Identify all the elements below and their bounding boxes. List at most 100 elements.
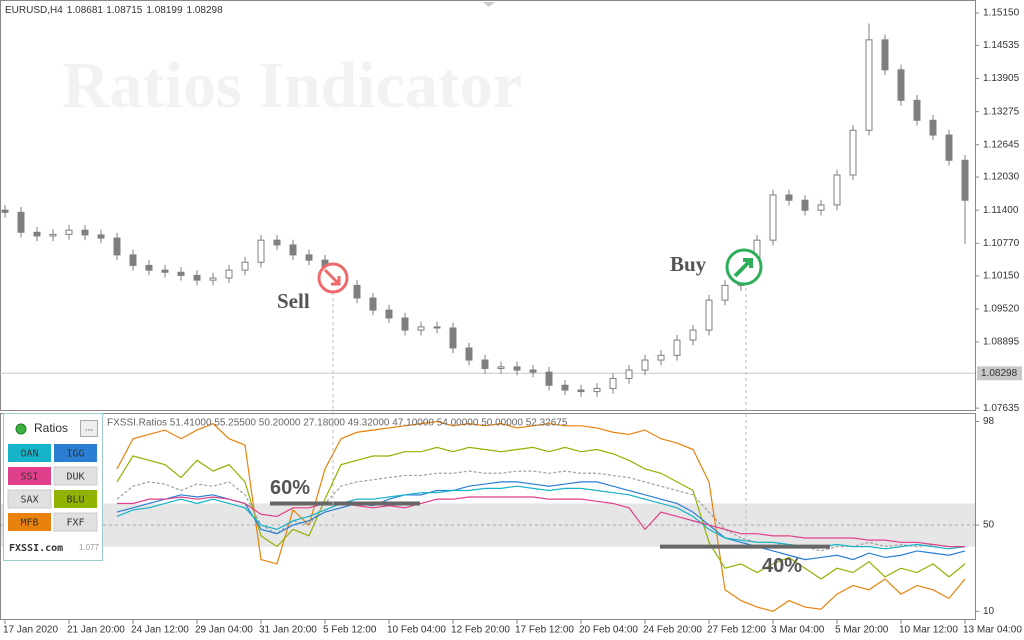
candle-body bbox=[369, 297, 377, 311]
candle-body bbox=[449, 327, 457, 349]
candle-body bbox=[273, 239, 281, 246]
watermark: Ratios Indicator bbox=[62, 49, 522, 122]
x-tick-label: 17 Feb 12:00 bbox=[515, 625, 574, 636]
indicator-pane bbox=[0, 413, 976, 620]
candle-body bbox=[769, 194, 777, 241]
ratios-panel: Ratios ... FXSSI.com 1.077 OAN IGG SSI DUK S… bbox=[3, 413, 103, 561]
candle-body bbox=[913, 99, 921, 121]
source-label: BLU bbox=[66, 495, 84, 506]
buy-icon bbox=[725, 248, 763, 286]
current-price-tag bbox=[977, 366, 1022, 381]
candle-body bbox=[721, 284, 729, 301]
y-tick-label: 1.07635 bbox=[983, 403, 1020, 414]
candle-body bbox=[241, 261, 249, 271]
x-tick-label: 31 Jan 20:00 bbox=[259, 625, 317, 636]
x-tick-label: 5 Mar 20:00 bbox=[835, 625, 889, 636]
minimize-glyph: ... bbox=[85, 423, 93, 434]
candle-body bbox=[353, 284, 361, 299]
x-tick-label: 24 Feb 20:00 bbox=[643, 625, 702, 636]
x-tick-label: 20 Feb 04:00 bbox=[579, 625, 638, 636]
y-tick-label: 1.12645 bbox=[983, 139, 1020, 150]
current-price-label: 1.08298 bbox=[981, 368, 1018, 379]
source-button[interactable] bbox=[8, 444, 51, 462]
candle-body bbox=[209, 277, 217, 281]
y-tick-label: 50 bbox=[983, 520, 995, 531]
upper-label: 60% bbox=[270, 477, 310, 499]
candle-body bbox=[97, 234, 105, 239]
symbol: EURUSD,H4 bbox=[5, 5, 63, 16]
panel-title: Ratios bbox=[34, 421, 68, 435]
candle-body bbox=[881, 39, 889, 71]
candle-body bbox=[1, 209, 9, 213]
buy-label: Buy bbox=[670, 252, 707, 276]
x-tick-label: 10 Feb 04:00 bbox=[387, 625, 446, 636]
candle-body bbox=[257, 239, 265, 263]
candle-body bbox=[561, 384, 569, 391]
quote-close: 1.08298 bbox=[187, 5, 224, 16]
ratio-line bbox=[116, 446, 966, 580]
candle-body bbox=[145, 264, 153, 271]
candle-body bbox=[625, 369, 633, 379]
quote-high: 1.08715 bbox=[106, 5, 143, 16]
y-tick-label: 98 bbox=[983, 416, 995, 427]
candle-body bbox=[177, 271, 185, 276]
minimize-button[interactable] bbox=[80, 420, 98, 437]
candle-body bbox=[513, 366, 521, 371]
source-label: FXF bbox=[66, 518, 84, 529]
y-tick-label: 1.15150 bbox=[983, 8, 1020, 19]
ratio-line bbox=[116, 470, 965, 552]
source-label: SAX bbox=[20, 495, 38, 506]
source-button[interactable] bbox=[8, 467, 51, 485]
candle-body bbox=[961, 159, 969, 201]
ratio-line bbox=[116, 481, 966, 561]
quote-low: 1.08199 bbox=[146, 5, 183, 16]
y-tick-label: 1.10150 bbox=[983, 271, 1020, 282]
candle-body bbox=[305, 254, 313, 261]
ratio-line bbox=[117, 496, 965, 548]
candle-body bbox=[673, 339, 681, 356]
x-tick-label: 17 Jan 2020 bbox=[3, 625, 58, 636]
panel-site: FXSSI.com bbox=[9, 543, 63, 554]
y-tick-label: 1.11400 bbox=[983, 205, 1019, 216]
indicator-header: FXSSI.Ratios 51.41000 55.25500 50.20000 … bbox=[107, 418, 568, 429]
candle-body bbox=[17, 211, 25, 233]
y-tick-label: 1.12030 bbox=[983, 172, 1020, 183]
candle-body bbox=[609, 377, 617, 389]
candle-body bbox=[65, 229, 73, 235]
candle-body bbox=[865, 39, 873, 131]
candle-body bbox=[289, 244, 297, 256]
indicator-layer: 98 50 10 17 Jan 2020 21 Jan 20:00 24 Jan 12:0… bbox=[1, 416, 1022, 636]
x-tick-label: 21 Jan 20:00 bbox=[67, 625, 125, 636]
candle-body bbox=[49, 233, 57, 237]
x-tick-label: 5 Feb 12:00 bbox=[323, 625, 377, 636]
source-button[interactable] bbox=[54, 490, 97, 508]
candle-body bbox=[833, 174, 841, 206]
x-tick-label: 29 Jan 04:00 bbox=[195, 625, 253, 636]
candle-body bbox=[545, 371, 553, 386]
source-button[interactable] bbox=[53, 512, 98, 532]
candle-body bbox=[481, 359, 489, 369]
x-tick-label: 24 Jan 12:00 bbox=[131, 625, 189, 636]
candle-body bbox=[465, 347, 473, 361]
candle-body bbox=[593, 387, 601, 393]
source-label: IGG bbox=[66, 449, 84, 460]
source-button[interactable] bbox=[7, 489, 52, 509]
y-tick-label: 1.13275 bbox=[983, 106, 1020, 117]
candle-body bbox=[417, 326, 425, 331]
candle-body bbox=[577, 389, 585, 393]
panel-frame bbox=[3, 413, 103, 561]
symbol-quote: EURUSD,H4 1.08681 1.08715 1.08199 1.08298 bbox=[5, 5, 223, 16]
y-tick-label: 1.13905 bbox=[983, 73, 1020, 84]
sell-icon bbox=[317, 262, 349, 294]
panel-version: 1.077 bbox=[79, 543, 100, 552]
source-button[interactable] bbox=[54, 444, 97, 462]
source-button[interactable] bbox=[8, 513, 51, 531]
quote-open: 1.08681 bbox=[67, 5, 104, 16]
x-tick-label: 3 Mar 04:00 bbox=[771, 625, 825, 636]
candle-body bbox=[113, 237, 121, 256]
collapse-arrow[interactable] bbox=[483, 2, 495, 7]
source-button[interactable] bbox=[53, 466, 98, 486]
y-tick-label: 1.08895 bbox=[983, 337, 1020, 348]
candle-body bbox=[81, 229, 89, 236]
candle-body bbox=[529, 369, 537, 373]
